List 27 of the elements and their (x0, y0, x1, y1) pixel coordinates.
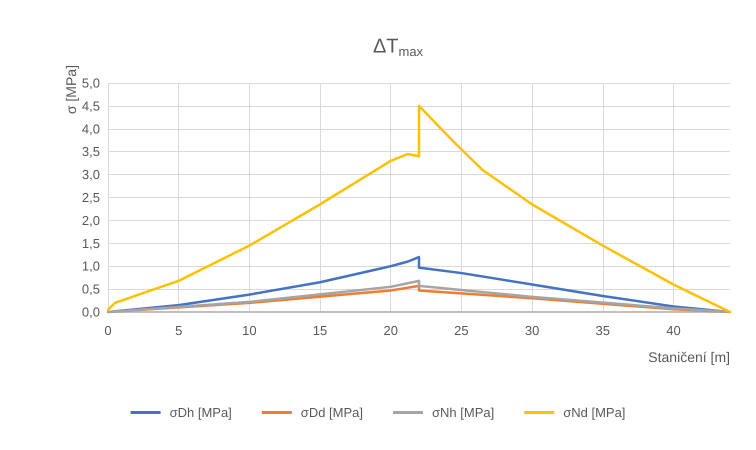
x-tick-label: 40 (666, 323, 681, 338)
legend-label: σDd [MPa] (300, 405, 364, 420)
line-series (106, 104, 732, 314)
y-tick-label: 3,5 (82, 144, 100, 160)
y-axis-title: σ [MPa] (63, 65, 79, 114)
legend-label: σNh [MPa] (432, 405, 494, 420)
x-tick-label: 5 (175, 323, 182, 338)
y-tick-label: 2,5 (82, 190, 100, 205)
y-tick-label: 0,0 (82, 304, 100, 320)
legend-label: σDh [MPa] (170, 405, 232, 420)
x-tick-label: 30 (524, 323, 540, 338)
x-tick-label: 25 (454, 323, 469, 338)
x-tick-label: 20 (383, 323, 398, 338)
y-tick-label: 2,0 (82, 212, 100, 228)
y-tick-label: 5,0 (82, 76, 100, 90)
x-tick-label: 10 (242, 323, 257, 338)
legend-label: σNd [MPa] (563, 405, 626, 420)
y-tick-label: 1,5 (82, 236, 100, 251)
x-tick-label: 15 (312, 323, 328, 338)
y-tick-label: 3,0 (82, 167, 100, 182)
x-axis-title: Staničení [m] (648, 349, 730, 365)
y-tick-label: 4,5 (82, 98, 100, 114)
x-tick-label: 0 (104, 323, 112, 338)
y-tick-label: 4,0 (82, 121, 100, 136)
x-tick-label: 35 (596, 323, 610, 338)
y-tick-label: 1,0 (82, 258, 100, 274)
y-tick-label: 0,5 (82, 282, 100, 297)
